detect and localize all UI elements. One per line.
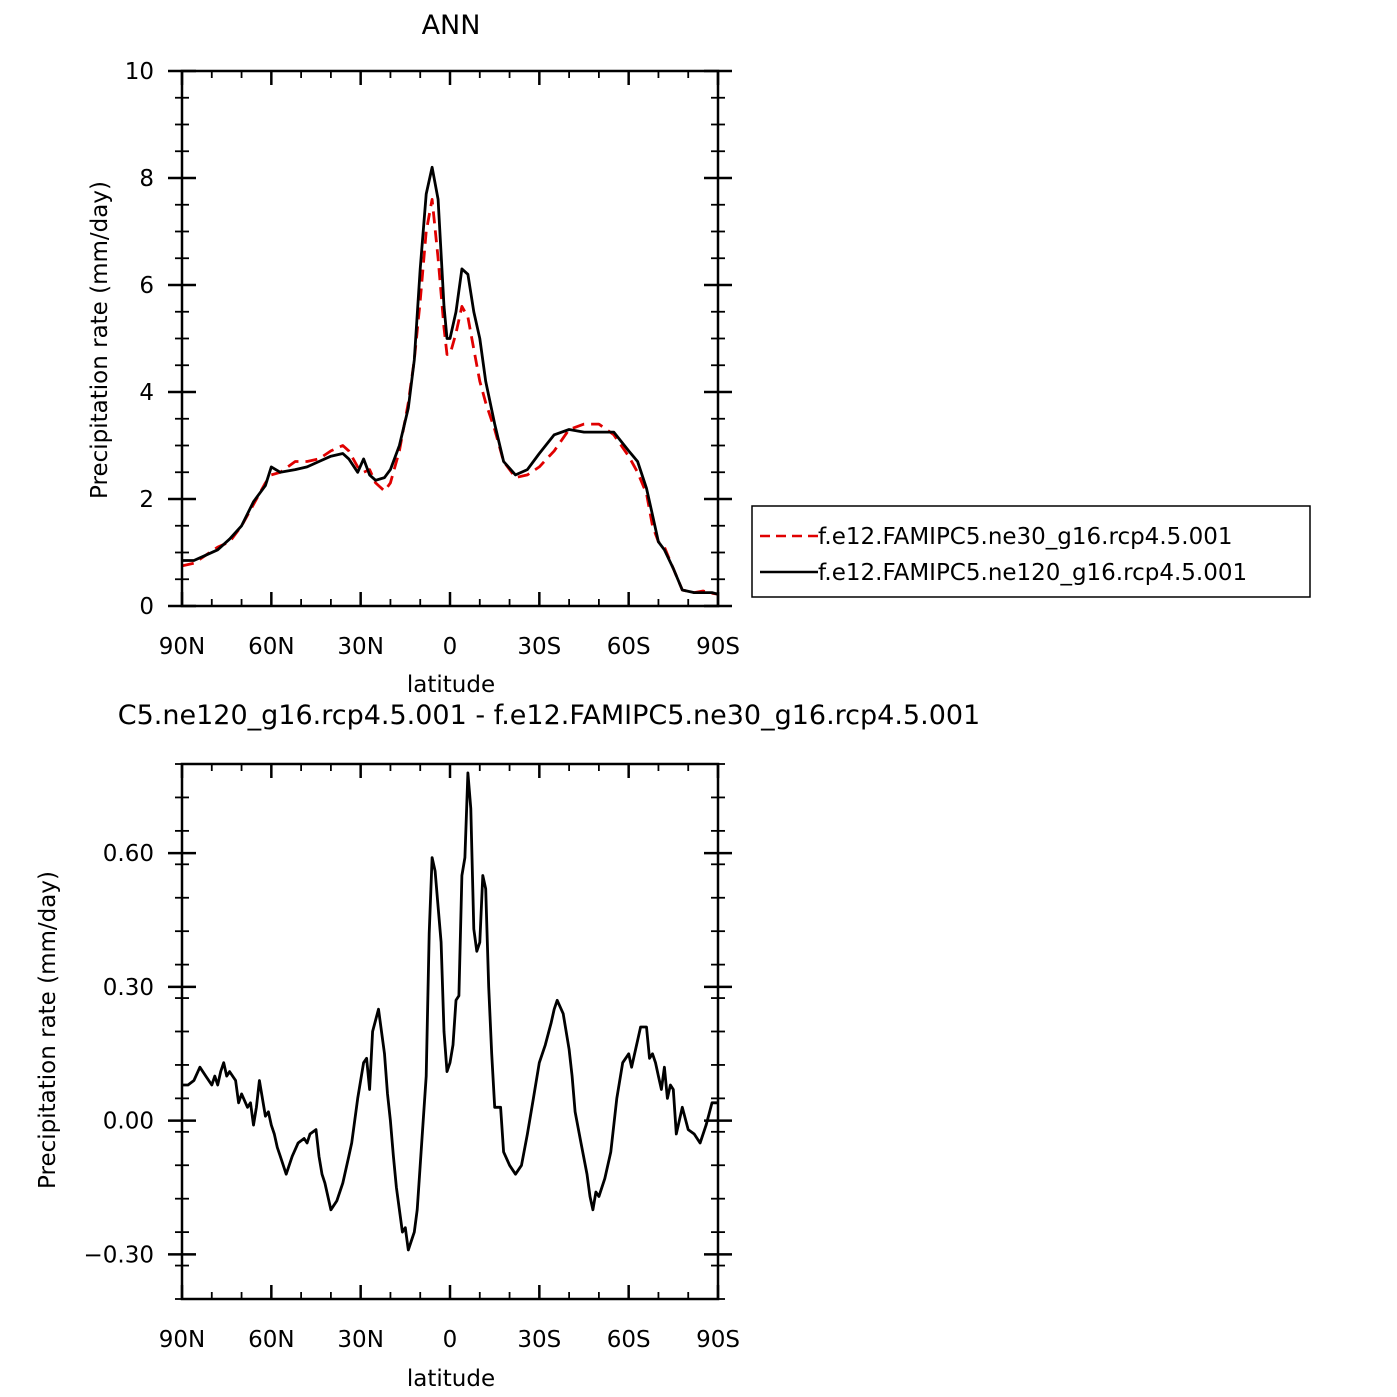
top-y-tick-label: 0: [139, 594, 154, 620]
top-y-tick-label: 4: [139, 380, 154, 406]
legend-label-ne120: f.e12.FAMIPC5.ne120_g16.rcp4.5.001: [818, 560, 1247, 586]
top-y-tick-label: 2: [139, 487, 154, 513]
top-x-tick-label: 60N: [248, 634, 294, 660]
top-plot-area: 90N 60N 30N 0 30S 60S 90S 0 2 4 6 8 10: [125, 59, 740, 660]
bottom-x-tick-label: 90S: [696, 1327, 740, 1353]
bottom-y-tick-label: 0.30: [103, 975, 154, 1001]
top-series-line-0: [181, 198, 719, 596]
top-y-tick-label: 6: [139, 273, 154, 299]
top-series-line-1: [182, 165, 719, 596]
top-x-axis-label: latitude: [407, 672, 495, 698]
bottom-x-tick-label: 30S: [517, 1327, 561, 1353]
legend-box: [751, 505, 1311, 598]
top-x-tick-label: 0: [443, 634, 458, 660]
bottom-chart-panel: C5.ne120_g16.rcp4.5.001 - f.e12.FAMIPC5.…: [35, 700, 980, 1392]
legend-label-ne30: f.e12.FAMIPC5.ne30_g16.rcp4.5.001: [818, 524, 1232, 550]
top-x-tick-label: 30S: [517, 634, 561, 660]
legend: f.e12.FAMIPC5.ne30_g16.rcp4.5.001 f.e12.…: [751, 505, 1311, 598]
bottom-x-tick-label: 90N: [159, 1327, 205, 1353]
top-x-tick-label: 30N: [337, 634, 383, 660]
bottom-y-tick-label: 0.00: [103, 1109, 154, 1135]
top-y-axis-label: Precipitation rate (mm/day): [87, 181, 113, 499]
bottom-plot-frame: [180, 762, 720, 1301]
bottom-x-tick-label: 30N: [337, 1327, 383, 1353]
bottom-y-axis-label: Precipitation rate (mm/day): [35, 871, 61, 1189]
bottom-y-tick-label: −0.30: [84, 1242, 154, 1268]
bottom-x-tick-label: 60S: [607, 1327, 651, 1353]
top-x-tick-label: 90N: [159, 634, 205, 660]
bottom-series-line-0: [182, 771, 718, 1252]
bottom-chart-title: C5.ne120_g16.rcp4.5.001 - f.e12.FAMIPC5.…: [118, 700, 980, 731]
top-y-tick-label: 8: [139, 166, 154, 192]
top-x-tick-label: 90S: [696, 634, 740, 660]
bottom-x-tick-label: 0: [443, 1327, 458, 1353]
top-y-tick-label: 10: [125, 59, 154, 85]
bottom-y-tick-label: 0.60: [103, 841, 154, 867]
bottom-plot-area: 90N 60N 30N 0 30S 60S 90S −0.30 0.00 0.30 0.60: [84, 762, 740, 1353]
top-chart-title: ANN: [422, 10, 481, 41]
bottom-x-tick-label: 60N: [248, 1327, 294, 1353]
top-x-tick-label: 60S: [607, 634, 651, 660]
bottom-x-axis-label: latitude: [407, 1366, 495, 1392]
